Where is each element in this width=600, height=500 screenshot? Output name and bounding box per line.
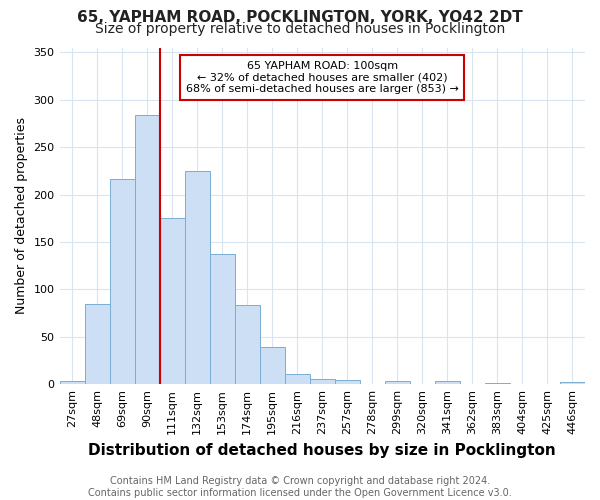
Bar (285, 374, 310, 384)
Bar (485, 383, 510, 384)
Bar (85, 304, 110, 384)
Text: Contains HM Land Registry data © Crown copyright and database right 2024.
Contai: Contains HM Land Registry data © Crown c… (88, 476, 512, 498)
Text: Size of property relative to detached houses in Pocklington: Size of property relative to detached ho… (95, 22, 505, 36)
Bar (310, 380, 335, 384)
Bar (110, 180, 134, 384)
Bar (335, 380, 360, 384)
Bar (260, 347, 285, 384)
Bar (209, 254, 235, 384)
Bar (235, 304, 260, 384)
X-axis label: Distribution of detached houses by size in Pocklington: Distribution of detached houses by size … (88, 442, 556, 458)
Text: 65, YAPHAM ROAD, POCKLINGTON, YORK, YO42 2DT: 65, YAPHAM ROAD, POCKLINGTON, YORK, YO42… (77, 10, 523, 25)
Bar (185, 171, 209, 384)
Y-axis label: Number of detached properties: Number of detached properties (15, 118, 28, 314)
Text: 65 YAPHAM ROAD: 100sqm
← 32% of detached houses are smaller (402)
68% of semi-de: 65 YAPHAM ROAD: 100sqm ← 32% of detached… (186, 61, 459, 94)
Bar (435, 382, 460, 384)
Bar (59, 382, 85, 384)
Bar (134, 115, 160, 384)
Bar (560, 382, 585, 384)
Bar (160, 218, 185, 384)
Bar (385, 382, 410, 384)
